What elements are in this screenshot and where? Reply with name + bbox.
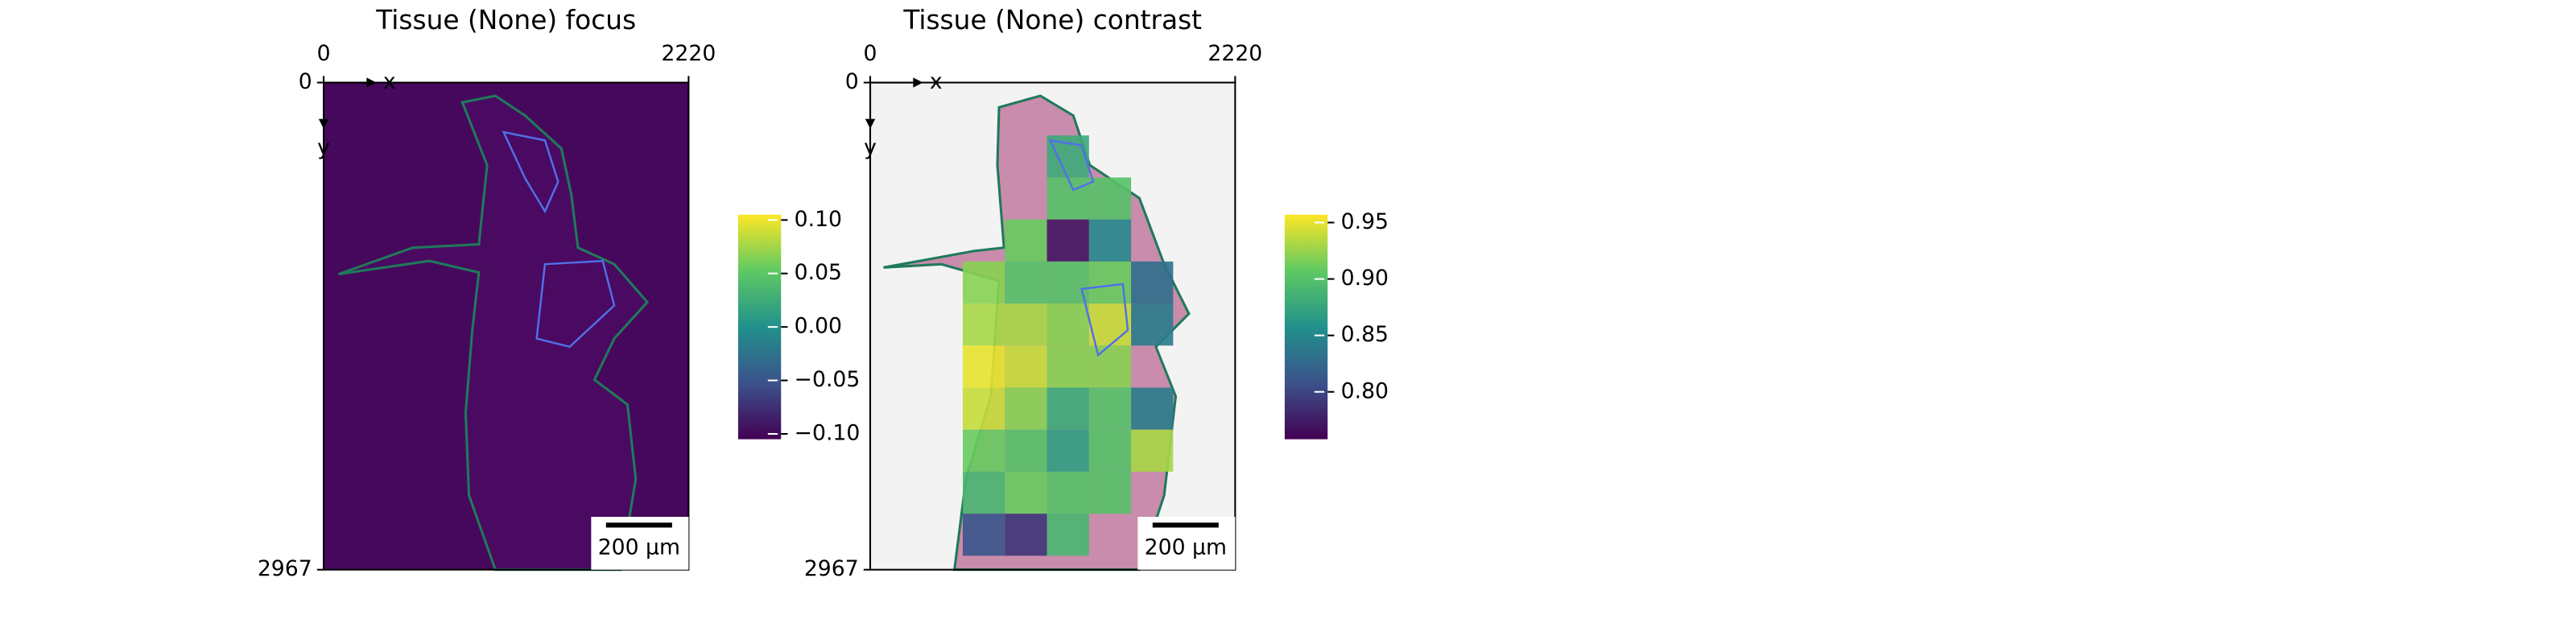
- x-axis-label: x: [930, 69, 943, 94]
- tile: [1088, 177, 1132, 220]
- region-outline: [1048, 138, 1129, 357]
- tile: [1046, 261, 1089, 304]
- axes-frame: [869, 81, 1236, 571]
- colorbar-tick-label: 0.00: [795, 314, 842, 339]
- tile: [1088, 219, 1132, 262]
- chart-title: Tissue (None) contrast: [902, 5, 1202, 35]
- tile: [962, 514, 1005, 556]
- colorbar-tick-label: 0.85: [1341, 322, 1389, 347]
- tile: [1131, 261, 1174, 304]
- tile: [1005, 219, 1047, 262]
- x-axis-label: x: [383, 69, 396, 94]
- tile: [1046, 471, 1089, 514]
- tile: [1131, 429, 1174, 472]
- tile: [1005, 303, 1047, 346]
- tile: [1088, 429, 1132, 472]
- chart-title: Tissue (None) focus: [375, 5, 636, 35]
- tile: [962, 429, 1005, 472]
- tile: [1046, 514, 1089, 556]
- y-tick-label: 2967: [804, 556, 859, 581]
- tile: [1088, 387, 1132, 430]
- colorbar-tick-label: −0.10: [795, 420, 861, 445]
- arrow-head: [913, 77, 923, 88]
- tile: [962, 387, 1005, 430]
- y-tick-label: 2967: [258, 556, 312, 581]
- tile: [1046, 345, 1089, 388]
- colorbar-tick-label: 0.95: [1341, 209, 1389, 234]
- tile: [962, 261, 1005, 304]
- colorbar-tick-label: 0.10: [795, 207, 842, 232]
- colorbar-tick-label: 0.05: [795, 260, 842, 285]
- y-axis-label: y: [864, 135, 877, 160]
- y-axis-label: y: [317, 135, 330, 160]
- tile: [1005, 387, 1047, 430]
- tile: [1005, 261, 1047, 304]
- colorbar-tick-label: −0.05: [795, 367, 861, 392]
- arrow-head: [318, 118, 329, 129]
- arrow-head: [366, 77, 377, 88]
- tile: [962, 303, 1005, 346]
- x-tick-label: 2220: [1208, 41, 1262, 66]
- tile: [1005, 345, 1047, 388]
- colorbar: [1284, 214, 1328, 440]
- x-tick-label: 0: [864, 41, 877, 66]
- x-tick-label: 2220: [661, 41, 716, 66]
- tile: [1088, 303, 1132, 346]
- tile: [1046, 303, 1089, 346]
- tile: [962, 345, 1005, 388]
- y-tick-label: 0: [299, 69, 312, 94]
- tile: [1046, 219, 1089, 262]
- tile: [1088, 345, 1132, 388]
- tile: [1005, 471, 1047, 514]
- y-tick-label: 0: [845, 69, 859, 94]
- x-tick-label: 0: [317, 41, 331, 66]
- scalebar-label: 200 µm: [1145, 535, 1227, 560]
- tile: [1046, 429, 1089, 472]
- tile: [1131, 387, 1174, 430]
- arrow-head: [865, 118, 876, 129]
- scalebar-label: 200 µm: [598, 535, 680, 560]
- tile: [1088, 471, 1132, 514]
- colorbar-tick-label: 0.80: [1341, 378, 1389, 403]
- region-outline: [502, 130, 616, 349]
- tile: [1005, 429, 1047, 472]
- tile-layer: [962, 135, 1174, 556]
- tile: [1046, 387, 1089, 430]
- tile: [962, 471, 1005, 514]
- tile: [1005, 514, 1047, 556]
- tile: [1046, 177, 1089, 220]
- tile: [1131, 303, 1174, 346]
- axes-frame: [323, 81, 690, 571]
- colorbar-tick-label: 0.90: [1341, 266, 1389, 291]
